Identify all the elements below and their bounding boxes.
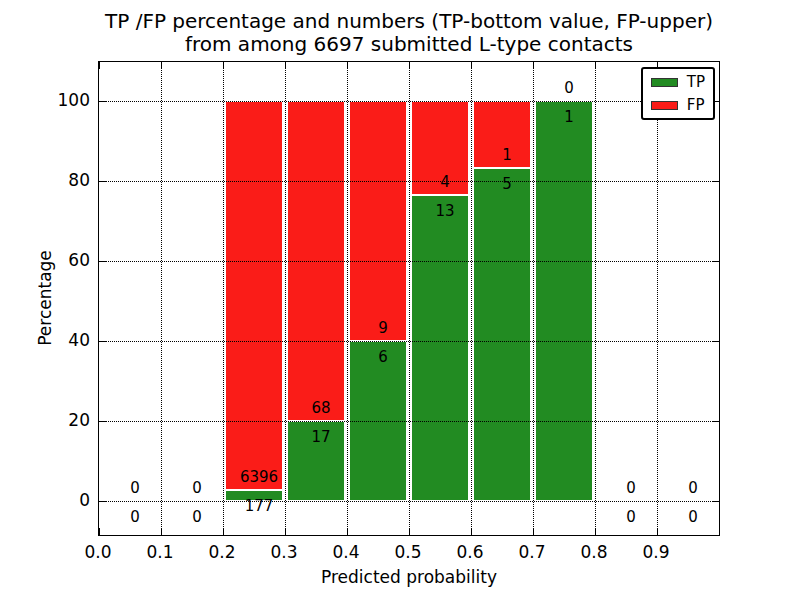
gridline-x-0.4 (347, 62, 348, 535)
chart-title-line1: TP /FP percentage and numbers (TP-bottom… (98, 10, 720, 33)
annotation-tp-0.3: 17 (311, 428, 330, 446)
bar-segment-tp-0.5 (411, 195, 469, 501)
ytick-label-20: 20 (18, 411, 90, 429)
tick-mark-x-top-0.6 (471, 62, 472, 69)
tick-mark-x-bottom-0.8 (595, 528, 596, 535)
tick-mark-x-top-0.4 (347, 62, 348, 69)
ytick-label-100: 100 (18, 91, 90, 109)
xtick-label-0.7: 0.7 (500, 543, 564, 561)
annotation-tp-0.2: 177 (245, 497, 274, 515)
tick-mark-x-bottom-0.4 (347, 528, 348, 535)
gridline-x-0.2 (223, 62, 224, 535)
ytick-label-80: 80 (18, 171, 90, 189)
gridline-x-0.6 (471, 62, 472, 535)
annotation-tp-0.5: 13 (435, 202, 454, 220)
tick-mark-y-right-20 (712, 421, 719, 422)
x-axis-label: Predicted probability (321, 567, 497, 587)
xtick-label-0.0: 0.0 (66, 543, 130, 561)
tick-mark-y-left-40 (99, 341, 106, 342)
annotation-tp-0.6: 5 (502, 175, 512, 193)
bar-segment-fp-0.2 (225, 101, 283, 490)
tick-mark-x-top-0.8 (595, 62, 596, 69)
tick-mark-y-left-80 (99, 181, 106, 182)
xtick-label-0.5: 0.5 (376, 543, 440, 561)
gridline-x-0.9 (657, 62, 658, 535)
xtick-label-0.9: 0.9 (624, 543, 688, 561)
tick-mark-y-right-0 (712, 501, 719, 502)
annotation-tp-0.8: 0 (626, 508, 636, 526)
annotation-fp-0.1: 0 (192, 479, 202, 497)
legend-item-fp: FP (651, 97, 705, 113)
tick-mark-x-bottom-0.1 (161, 528, 162, 535)
annotation-fp-0.3: 68 (311, 399, 330, 417)
annotation-fp-0.4: 9 (378, 319, 388, 337)
annotation-tp-0.9: 0 (688, 508, 698, 526)
legend: TP FP (641, 67, 715, 120)
xtick-label-0.1: 0.1 (128, 543, 192, 561)
chart-figure: TP /FP percentage and numbers (TP-bottom… (0, 0, 800, 600)
ytick-label-60: 60 (18, 251, 90, 269)
annotation-tp-0.7: 1 (564, 108, 574, 126)
tick-mark-y-left-20 (99, 421, 106, 422)
annotation-fp-0.9: 0 (688, 479, 698, 497)
tick-mark-x-top-0.7 (533, 62, 534, 69)
annotation-fp-0.2: 6396 (240, 468, 278, 486)
xtick-label-0.6: 0.6 (438, 543, 502, 561)
tick-mark-y-left-0 (99, 501, 106, 502)
xtick-label-0.3: 0.3 (252, 543, 316, 561)
tick-mark-x-top-0.3 (285, 62, 286, 69)
tick-mark-x-bottom-0.5 (409, 528, 410, 535)
bar-segment-fp-0.4 (349, 101, 407, 341)
tick-mark-x-bottom-0.7 (533, 528, 534, 535)
tick-mark-x-bottom-0.2 (223, 528, 224, 535)
tick-mark-y-left-100 (99, 101, 106, 102)
bar-segment-tp-0.7 (535, 101, 593, 501)
xtick-label-0.4: 0.4 (314, 543, 378, 561)
legend-label-tp: TP (687, 74, 705, 90)
xtick-label-0.2: 0.2 (190, 543, 254, 561)
chart-title: TP /FP percentage and numbers (TP-bottom… (98, 10, 720, 56)
legend-item-tp: TP (651, 74, 705, 90)
tick-mark-y-right-80 (712, 181, 719, 182)
tick-mark-x-bottom-0.6 (471, 528, 472, 535)
gridline-x-0.5 (409, 62, 410, 535)
tick-mark-x-bottom-0.9 (657, 528, 658, 535)
ytick-label-40: 40 (18, 331, 90, 349)
annotation-tp-0.1: 0 (192, 508, 202, 526)
tick-mark-y-left-60 (99, 261, 106, 262)
legend-label-fp: FP (687, 97, 705, 113)
tick-mark-x-bottom-0.3 (285, 528, 286, 535)
annotation-fp-0.5: 4 (440, 173, 450, 191)
tick-mark-x-top-0.0 (99, 62, 100, 69)
annotation-fp-0: 0 (130, 479, 140, 497)
annotation-fp-0.6: 1 (502, 146, 512, 164)
legend-swatch-fp-icon (651, 101, 678, 110)
annotation-tp-0: 0 (130, 508, 140, 526)
bar-segment-tp-0.6 (473, 168, 531, 501)
tick-mark-x-top-0.1 (161, 62, 162, 69)
chart-title-line2: from among 6697 submitted L-type contact… (98, 33, 720, 56)
gridline-x-0.8 (595, 62, 596, 535)
ytick-label-0: 0 (18, 491, 90, 509)
annotation-fp-0.7: 0 (564, 79, 574, 97)
tick-mark-x-top-0.5 (409, 62, 410, 69)
xtick-label-0.8: 0.8 (562, 543, 626, 561)
tick-mark-y-right-60 (712, 261, 719, 262)
plot-area: 0 0 0 0 6396 177 68 17 9 6 4 13 1 5 0 1 0 0 0 0 TP FP (98, 61, 720, 536)
tick-mark-x-bottom-0.0 (99, 528, 100, 535)
gridline-x-0.1 (161, 62, 162, 535)
legend-swatch-tp-icon (651, 78, 678, 87)
tick-mark-y-right-40 (712, 341, 719, 342)
gridline-x-0.3 (285, 62, 286, 535)
annotation-fp-0.8: 0 (626, 479, 636, 497)
annotation-tp-0.4: 6 (378, 348, 388, 366)
gridline-x-0.7 (533, 62, 534, 535)
tick-mark-x-top-0.2 (223, 62, 224, 69)
